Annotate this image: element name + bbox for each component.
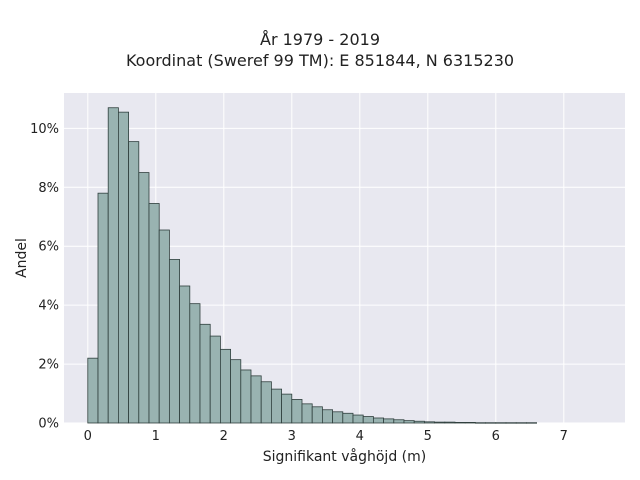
histogram-bar (311, 406, 323, 424)
histogram-bar (97, 192, 109, 424)
histogram-bar (505, 422, 517, 424)
histogram-bar (526, 422, 538, 424)
histogram-bar (118, 111, 130, 424)
histogram-bar (495, 422, 507, 424)
histogram-bar (138, 172, 150, 424)
histogram-bar (454, 422, 466, 424)
x-tick-label: 3 (288, 429, 296, 444)
histogram-bar (464, 422, 476, 424)
histogram-bar (281, 393, 293, 424)
tick-labels: 0 1 2 3 4 5 6 7 0% 2% 4% 6% 8% 10% (30, 122, 568, 444)
histogram-bar (474, 422, 486, 424)
histogram-bar (199, 323, 211, 424)
bars (87, 107, 538, 424)
y-tick-label: 8% (38, 181, 59, 196)
x-tick-label: 5 (424, 429, 432, 444)
histogram-bar (179, 285, 191, 424)
y-tick-label: 6% (38, 240, 59, 255)
histogram-bar (485, 422, 497, 424)
histogram-bar (393, 419, 405, 424)
histogram-bar (240, 369, 252, 424)
histogram-bar (230, 359, 242, 424)
histogram-bar (403, 420, 415, 424)
x-tick-label: 1 (152, 429, 160, 444)
histogram-bar (168, 259, 180, 424)
y-tick-label: 4% (38, 299, 59, 314)
histogram-bar (107, 107, 119, 424)
histogram-bar (444, 421, 456, 424)
histogram-bar (270, 388, 282, 424)
histogram-bar (372, 417, 384, 424)
histogram-bar (128, 141, 140, 424)
histogram-bar (515, 422, 527, 424)
x-tick-label: 2 (220, 429, 228, 444)
histogram-bar (291, 399, 303, 424)
histogram-bar (332, 411, 344, 424)
histogram-bar (219, 348, 231, 424)
histogram-bar (321, 409, 333, 424)
histogram-bar (352, 414, 364, 424)
x-tick-label: 0 (84, 429, 92, 444)
histogram-bar (148, 203, 160, 424)
chart-title-line-2: Koordinat (Sweref 99 TM): E 851844, N 63… (125, 51, 515, 70)
histogram-bar (260, 381, 272, 424)
histogram-bar (158, 229, 170, 424)
histogram-bar (434, 421, 446, 424)
histogram-bar (423, 421, 435, 424)
histogram-bar (342, 412, 354, 424)
x-tick-label: 4 (356, 429, 364, 444)
histogram-bar (413, 420, 425, 424)
y-tick-label: 0% (38, 417, 59, 432)
chart-title-line-1: År 1979 - 2019 (260, 30, 380, 49)
histogram-bar (189, 303, 201, 424)
y-axis-label: Andel (14, 238, 30, 278)
histogram-bar (362, 416, 374, 424)
histogram-bar (87, 357, 99, 424)
x-tick-label: 7 (560, 429, 568, 444)
histogram-bar (250, 375, 262, 424)
y-tick-label: 10% (30, 122, 59, 137)
x-tick-label: 6 (492, 429, 500, 444)
histogram-bar (383, 418, 395, 424)
x-axis-label: Signifikant våghöjd (m) (263, 448, 426, 465)
histogram-bar (301, 403, 313, 424)
histogram-bar (209, 335, 221, 424)
y-tick-label: 2% (38, 358, 59, 373)
